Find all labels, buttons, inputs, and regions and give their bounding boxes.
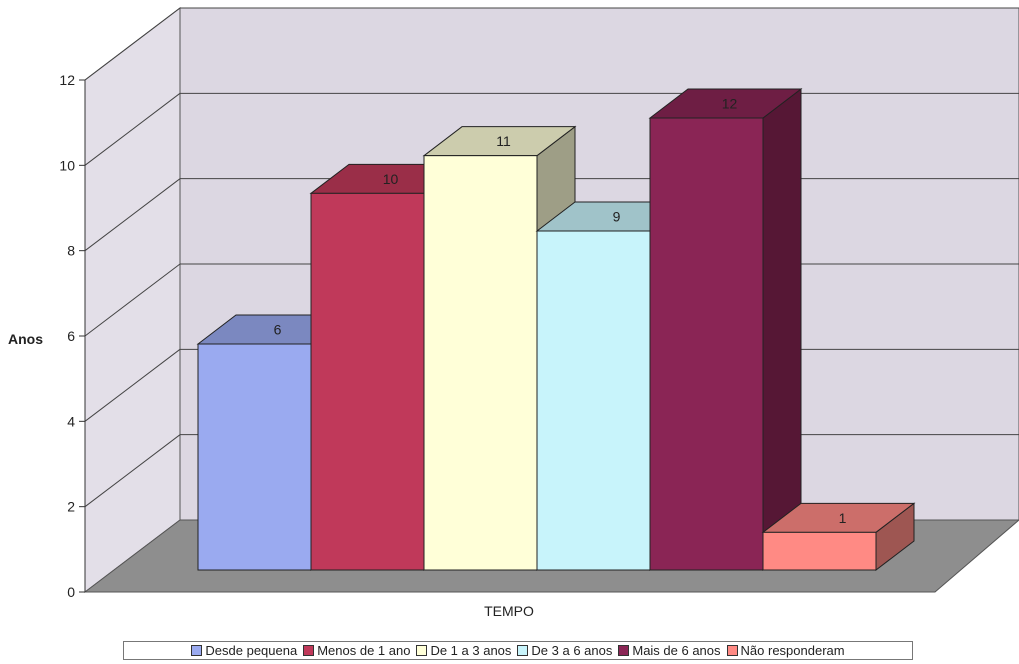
data-labels: 6 10 11 9 12 1 — [274, 96, 847, 526]
data-label-4: 9 — [613, 209, 621, 225]
bar-5 — [648, 87, 803, 572]
legend-label: Desde pequena — [205, 643, 298, 658]
bar-front — [649, 117, 764, 571]
legend-swatch — [416, 645, 428, 656]
y-tick-label: 10 — [59, 157, 75, 173]
legend-swatch — [303, 645, 315, 656]
legend-item-4: De 3 a 6 anos — [517, 643, 612, 658]
y-tick-label: 12 — [59, 72, 75, 88]
data-label-3: 11 — [496, 133, 511, 149]
y-axis-title: Anos — [8, 331, 43, 347]
bar-front — [536, 230, 651, 571]
legend-item-2: Menos de 1 ano — [303, 643, 410, 658]
legend-label: De 1 a 3 anos — [430, 643, 512, 658]
bar-front — [310, 192, 425, 571]
data-label-6: 1 — [839, 510, 847, 526]
legend-item-3: De 1 a 3 anos — [416, 643, 511, 658]
bars — [196, 87, 916, 572]
y-tick-label: 6 — [67, 328, 75, 344]
y-tick-label: 0 — [67, 584, 75, 600]
legend-item-6: Não responderam — [726, 643, 845, 658]
data-label-2: 10 — [383, 171, 399, 187]
legend-swatch — [726, 645, 738, 656]
gridline-side — [84, 178, 181, 252]
y-tick-label: 8 — [67, 243, 75, 259]
data-label-5: 12 — [722, 96, 738, 112]
legend-swatch — [618, 645, 630, 656]
legend-swatch — [517, 645, 529, 656]
bar-6 — [761, 502, 916, 572]
legend-item-5: Mais de 6 anos — [618, 643, 721, 658]
y-axis-ticks: 0 2 4 6 8 10 12 — [59, 72, 86, 600]
gridline-side — [84, 92, 181, 166]
legend-label: Mais de 6 anos — [632, 643, 721, 658]
gridline-side — [84, 263, 181, 337]
legend-label: Menos de 1 ano — [317, 643, 411, 658]
bar-front — [423, 155, 538, 571]
gridline-side — [84, 434, 181, 508]
bar-side — [762, 87, 802, 572]
bar-front — [762, 531, 877, 571]
x-axis-title: TEMPO — [484, 603, 534, 619]
legend-item-1: Desde pequena — [191, 643, 297, 658]
y-tick-label: 4 — [67, 413, 75, 429]
legend-label: De 3 a 6 anos — [531, 643, 613, 658]
legend-label: Não responderam — [740, 643, 845, 658]
y-tick-label: 2 — [67, 499, 75, 515]
data-label-1: 6 — [274, 322, 282, 338]
bar-front — [197, 343, 312, 571]
gridline-side — [84, 348, 181, 422]
legend-swatch — [191, 645, 203, 656]
legend: Desde pequena Menos de 1 ano De 1 a 3 anos… — [123, 641, 913, 660]
gridline-side — [84, 7, 181, 81]
